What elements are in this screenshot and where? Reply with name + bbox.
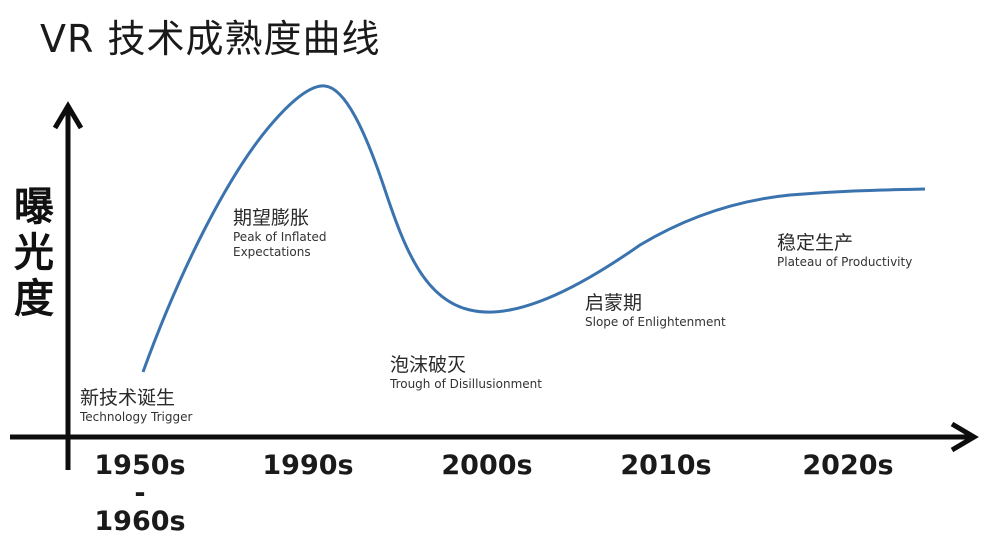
x-tick-text: 2020s xyxy=(802,450,894,481)
x-tick-label: 1990s xyxy=(256,452,360,480)
y-axis-label: 曝 光 度 xyxy=(10,184,58,322)
phase-en-label: Trough of Disillusionment xyxy=(390,377,542,391)
x-tick-text: 1990s xyxy=(262,450,354,481)
phase-label-technology-trigger: 新技术诞生 Technology Trigger xyxy=(80,386,192,425)
phase-en-label: Slope of Enlightenment xyxy=(585,315,726,329)
x-tick-text: 1950s - 1960s xyxy=(94,450,186,537)
phase-cn-label: 新技术诞生 xyxy=(80,387,176,409)
phase-label-trough: 泡沫破灭 Trough of Disillusionment xyxy=(390,353,542,392)
phase-cn-label: 稳定生产 xyxy=(777,232,854,254)
phase-label-peak: 期望膨胀 Peak of Inflated Expectations xyxy=(233,206,326,260)
x-tick-label: 2000s xyxy=(435,452,539,480)
x-tick-label: 1950s - 1960s xyxy=(88,452,192,536)
phase-en-label: Expectations xyxy=(233,245,311,259)
hype-curve xyxy=(141,84,926,373)
x-tick-text: 2010s xyxy=(620,450,712,481)
phase-cn-label: 启蒙期 xyxy=(585,292,643,314)
y-axis-label-char: 光 xyxy=(14,230,54,276)
y-axis-label-char: 曝 xyxy=(14,184,54,230)
y-axis-label-char: 度 xyxy=(14,276,54,322)
phase-label-slope: 启蒙期 Slope of Enlightenment xyxy=(585,291,726,330)
phase-cn-label: 泡沫破灭 xyxy=(390,354,467,376)
phase-en-label: Plateau of Productivity xyxy=(777,255,913,269)
phase-en-label: Technology Trigger xyxy=(80,410,193,424)
x-axis-arrow-icon xyxy=(950,421,979,453)
x-tick-label: 2020s xyxy=(796,452,900,480)
phase-label-plateau: 稳定生产 Plateau of Productivity xyxy=(777,231,912,270)
y-axis-arrow-icon xyxy=(52,101,84,130)
diagram-title: VR 技术成熟度曲线 xyxy=(40,17,381,61)
phase-en-label: Peak of Inflated xyxy=(233,230,327,244)
x-tick-text: 2000s xyxy=(441,450,533,481)
x-tick-label: 2010s xyxy=(614,452,718,480)
phase-cn-label: 期望膨胀 xyxy=(233,207,310,229)
